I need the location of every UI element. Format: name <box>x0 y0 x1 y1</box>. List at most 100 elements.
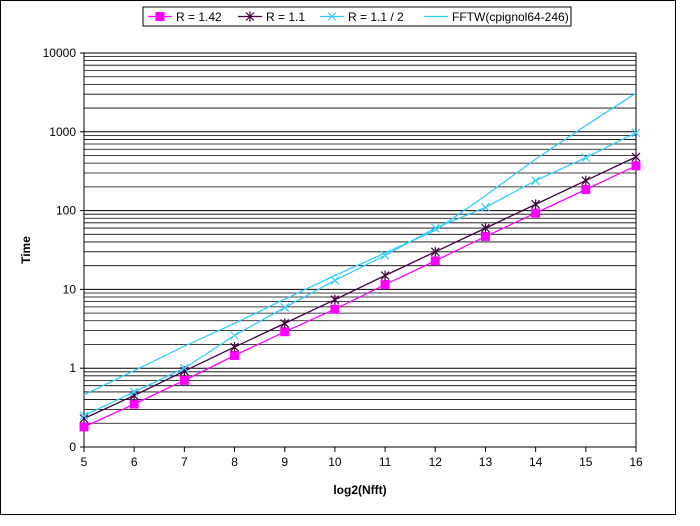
square-marker <box>230 350 240 360</box>
x-axis-ticks: 5 6 7 8 9 10 11 12 13 14 15 16 <box>81 447 643 469</box>
star-marker <box>280 318 290 329</box>
data-point <box>430 246 440 257</box>
legend-item: R = 1.42 <box>148 10 222 24</box>
x-tick-label: 9 <box>281 455 288 469</box>
star-marker <box>230 342 239 353</box>
x-marker <box>581 153 591 163</box>
series-line <box>83 132 637 417</box>
x-tick-label: 16 <box>629 455 643 469</box>
legend-label: FFTW(cpignol64-246) <box>452 10 569 24</box>
data-point <box>330 275 340 285</box>
x-marker <box>79 411 89 421</box>
data-point <box>280 303 290 312</box>
data-point <box>280 327 290 337</box>
square-marker <box>179 375 189 385</box>
x-tick-label: 6 <box>131 455 138 469</box>
legend-item: FFTW(cpignol64-246) <box>424 10 569 24</box>
x-marker <box>380 250 390 260</box>
y-tick-label: 100 <box>56 204 76 218</box>
plot-area <box>83 52 637 448</box>
data-point <box>330 304 340 314</box>
x-tick-label: 10 <box>328 455 342 469</box>
x-marker <box>179 363 189 373</box>
data-point <box>430 256 440 266</box>
y-tick-label: 10 <box>63 282 77 296</box>
data-point <box>631 128 641 138</box>
x-marker <box>330 275 340 285</box>
legend-label: R = 1.1 / 2 <box>348 10 404 24</box>
x-marker <box>230 331 239 340</box>
star-marker <box>531 199 541 210</box>
data-point <box>430 223 440 233</box>
legend-item: R = 1.1 / 2 <box>320 10 404 24</box>
series-line <box>83 92 637 396</box>
square-marker <box>79 422 89 432</box>
x-marker <box>280 303 290 312</box>
star-marker <box>330 294 340 305</box>
data-point <box>330 294 340 305</box>
data-point <box>480 231 490 241</box>
square-marker <box>430 256 440 266</box>
x-tick-label: 14 <box>529 455 543 469</box>
square-marker <box>581 185 591 195</box>
data-point <box>380 250 390 260</box>
square-marker <box>330 304 340 314</box>
square-marker <box>280 327 290 337</box>
legend-label: R = 1.42 <box>176 10 222 24</box>
square-marker <box>480 231 490 241</box>
x-marker <box>327 12 337 21</box>
data-point <box>581 153 591 163</box>
legend-swatch-marker <box>155 12 165 21</box>
x-marker <box>129 387 139 397</box>
star-marker <box>380 270 390 281</box>
data-point <box>581 175 591 186</box>
square-marker <box>380 280 390 290</box>
square-marker <box>129 399 139 409</box>
star-marker <box>245 11 255 22</box>
data-point <box>380 270 390 281</box>
series-line <box>83 156 637 420</box>
data-point <box>230 331 239 340</box>
x-tick-label: 15 <box>579 455 593 469</box>
x-marker <box>631 128 641 138</box>
data-point <box>531 208 541 218</box>
legend-label: R = 1.1 <box>266 10 305 24</box>
series-3 <box>79 128 641 421</box>
data-point <box>531 176 541 186</box>
x-tick-label: 5 <box>81 455 88 469</box>
data-point <box>179 375 189 385</box>
x-axis-label: log2(Nfft) <box>333 483 386 497</box>
data-point <box>280 318 290 329</box>
x-tick-label: 11 <box>379 455 392 469</box>
data-point <box>230 350 240 360</box>
star-marker <box>430 246 440 257</box>
square-marker <box>531 208 541 218</box>
legend: R = 1.42 R = 1.1 R = 1.1 / 2 FFTW(cpignol64… <box>142 6 572 27</box>
data-point <box>79 411 89 421</box>
plot-background <box>83 52 637 448</box>
data-point <box>631 151 641 162</box>
data-point <box>481 202 490 212</box>
data-point <box>79 422 89 432</box>
x-marker <box>531 176 541 186</box>
data-point <box>581 185 591 195</box>
data-point <box>179 363 189 373</box>
y-tick-label: 0 <box>69 440 76 454</box>
data-point <box>129 387 139 397</box>
star-marker <box>631 151 641 162</box>
x-marker <box>481 202 490 212</box>
x-tick-label: 12 <box>429 455 443 469</box>
series-4 <box>83 92 637 396</box>
y-tick-label: 10000 <box>43 46 77 60</box>
data-point <box>481 223 490 234</box>
y-tick-label: 1 <box>69 361 76 375</box>
legend-swatch-marker <box>327 12 337 21</box>
legend-item: R = 1.1 <box>238 10 305 24</box>
x-tick-label: 7 <box>181 455 188 469</box>
data-point <box>531 199 541 210</box>
series-layer <box>79 92 641 432</box>
series-line <box>83 165 637 428</box>
y-axis-ticks: 0 1 10 100 1000 10000 <box>43 46 84 454</box>
data-point <box>230 342 239 353</box>
